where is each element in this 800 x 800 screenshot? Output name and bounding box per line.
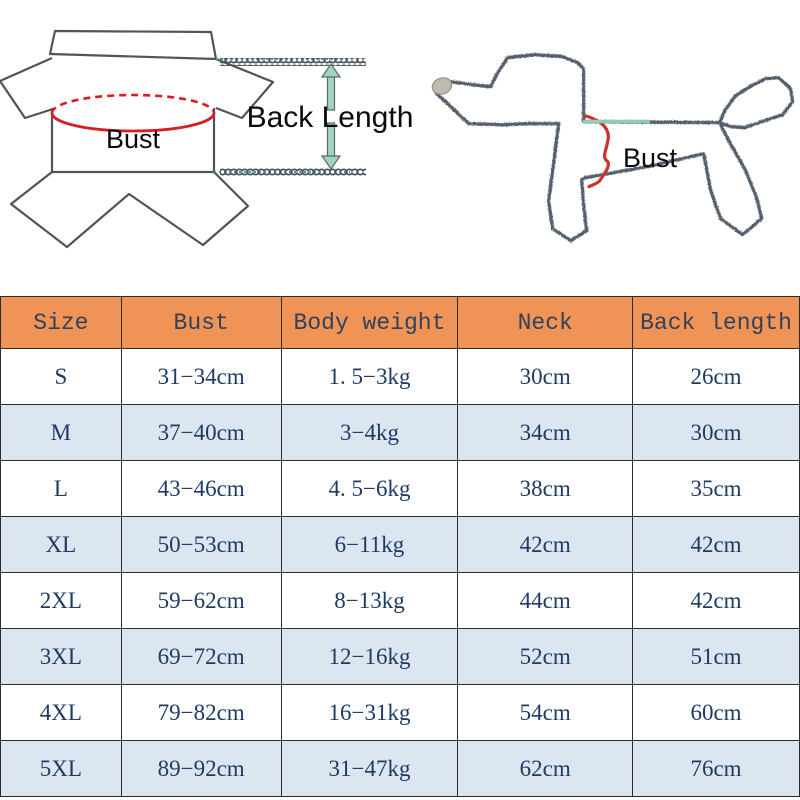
svg-text:Bust: Bust [106, 124, 161, 154]
svg-text:Back Length: Back Length [247, 101, 414, 134]
svg-text:Bust: Bust [623, 143, 678, 173]
